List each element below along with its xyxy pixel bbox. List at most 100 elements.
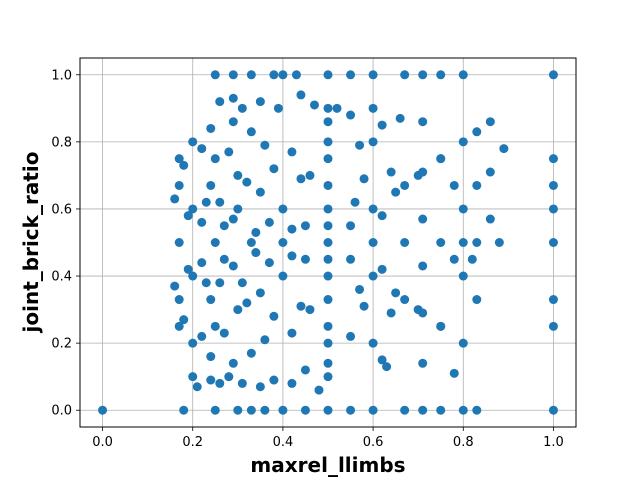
scatter-point <box>418 70 428 80</box>
scatter-point <box>255 187 265 197</box>
scatter-point <box>287 224 297 234</box>
scatter-point <box>368 271 378 281</box>
scatter-point <box>228 214 238 224</box>
scatter-point <box>472 180 482 190</box>
scatter-point <box>400 295 410 305</box>
scatter-point <box>548 154 558 164</box>
scatter-point <box>449 254 459 264</box>
scatter-point <box>228 358 238 368</box>
scatter-point <box>287 147 297 157</box>
data-points <box>98 70 558 415</box>
scatter-point <box>197 331 207 341</box>
scatter-point <box>228 261 238 271</box>
scatter-point <box>269 70 279 80</box>
scatter-point <box>449 368 459 378</box>
scatter-point <box>400 180 410 190</box>
scatter-point <box>418 405 428 415</box>
scatter-point <box>359 174 369 184</box>
scatter-point <box>323 117 333 127</box>
scatter-point <box>323 180 333 190</box>
scatter-point <box>188 137 198 147</box>
scatter-point <box>174 295 184 305</box>
scatter-point <box>485 167 495 177</box>
plot-frame <box>79 57 577 428</box>
scatter-point <box>210 321 220 331</box>
scatter-point <box>309 100 319 110</box>
scatter-point <box>499 144 509 154</box>
scatter-point <box>418 214 428 224</box>
scatter-point <box>346 331 356 341</box>
scatter-point <box>368 338 378 348</box>
scatter-point <box>210 70 220 80</box>
scatter-point <box>255 97 265 107</box>
scatter-point <box>323 70 333 80</box>
scatter-point <box>346 254 356 264</box>
scatter-point <box>472 405 482 415</box>
scatter-point <box>174 238 184 247</box>
scatter-point <box>197 217 207 227</box>
scatter-point <box>323 254 333 264</box>
scatter-point <box>219 221 229 231</box>
scatter-point <box>260 335 270 345</box>
scatter-point <box>251 248 261 258</box>
y-tick-label: 0.0 <box>51 404 72 419</box>
scatter-point <box>485 214 495 224</box>
scatter-point <box>228 117 238 127</box>
scatter-point <box>548 405 558 415</box>
scatter-point <box>192 382 202 392</box>
scatter-point <box>395 113 405 123</box>
scatter-point <box>197 144 207 154</box>
scatter-point <box>215 197 225 207</box>
scatter-point <box>296 174 306 184</box>
scatter-point <box>305 305 315 315</box>
scatter-point <box>278 204 288 214</box>
scatter-point <box>332 103 342 113</box>
scatter-point <box>242 298 252 308</box>
scatter-point <box>237 378 247 388</box>
x-axis-title: maxrel_llimbs <box>250 453 405 477</box>
scatter-point <box>170 281 180 291</box>
scatter-point <box>418 117 428 127</box>
scatter-point <box>472 238 482 247</box>
scatter-point <box>458 204 468 214</box>
scatter-point <box>305 170 315 180</box>
scatter-point <box>323 154 333 164</box>
scatter-point <box>228 70 238 80</box>
scatter-point <box>251 227 261 237</box>
scatter-point <box>323 405 333 415</box>
scatter-point <box>323 295 333 305</box>
scatter-point <box>449 180 459 190</box>
scatter-point <box>246 405 256 415</box>
scatter-point <box>494 238 504 247</box>
scatter-point <box>548 295 558 305</box>
scatter-point <box>418 358 428 368</box>
scatter-point <box>287 328 297 338</box>
scatter-point <box>269 375 279 385</box>
scatter-point <box>260 140 270 150</box>
scatter-point <box>188 271 198 281</box>
axis-ticks: 0.0 0.2 0.4 0.6 0.8 1.0 0.0 0.2 0.4 0.6 0.8 1.0 <box>51 68 563 450</box>
scatter-point <box>323 321 333 331</box>
scatter-point <box>233 305 243 315</box>
y-axis-title: joint_brick_ratio <box>19 152 43 334</box>
scatter-point <box>237 103 247 113</box>
scatter-point <box>98 405 108 415</box>
scatter-point <box>179 315 189 325</box>
scatter-point <box>548 70 558 80</box>
x-tick-label: 0.0 <box>92 435 113 450</box>
scatter-point <box>174 154 184 164</box>
scatter-point <box>382 362 392 372</box>
scatter-point <box>233 170 243 180</box>
scatter-point <box>368 70 378 80</box>
scatter-point <box>368 103 378 113</box>
scatter-point <box>458 405 468 415</box>
scatter-point <box>197 258 207 268</box>
scatter-point <box>210 405 220 415</box>
scatter-point <box>224 372 234 382</box>
scatter-point <box>287 251 297 261</box>
scatter-point <box>548 238 558 247</box>
scatter-point <box>246 127 256 137</box>
y-tick-label: 0.2 <box>51 337 72 352</box>
scatter-point <box>260 405 270 415</box>
scatter-point <box>237 278 247 288</box>
